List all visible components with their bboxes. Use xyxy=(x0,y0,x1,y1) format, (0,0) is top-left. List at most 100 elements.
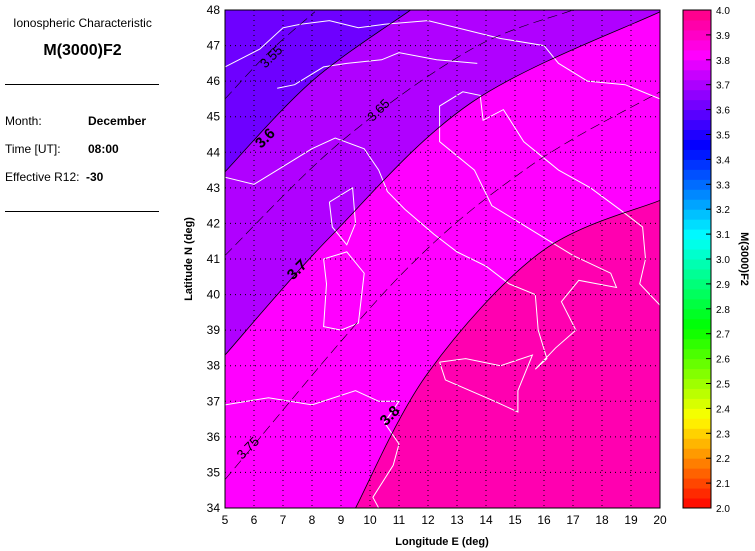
y-tick-label: 43 xyxy=(207,181,221,195)
y-tick-label: 34 xyxy=(207,501,221,515)
colorbar-tick-label: 3.3 xyxy=(716,180,730,191)
colorbar-tick-label: 4.0 xyxy=(716,6,730,17)
colorbar-swatch xyxy=(683,259,711,270)
colorbar-tick-label: 3.1 xyxy=(716,230,730,241)
colorbar-swatch xyxy=(683,408,711,419)
colorbar-tick-label: 3.6 xyxy=(716,106,730,117)
colorbar-swatch xyxy=(683,239,711,250)
colorbar-swatch xyxy=(683,278,711,290)
y-tick-label: 44 xyxy=(207,145,221,159)
colorbar-tick-label: 2.4 xyxy=(716,404,730,415)
colorbar-tick-label: 3.4 xyxy=(716,155,730,166)
colorbar-tick-label: 2.2 xyxy=(716,454,730,465)
x-tick-label: 7 xyxy=(280,513,287,527)
colorbar-swatch xyxy=(683,209,711,220)
colorbar-tick-label: 2.8 xyxy=(716,305,730,316)
colorbar-swatch xyxy=(683,338,711,350)
colorbar-swatch xyxy=(683,19,711,31)
colorbar-swatch xyxy=(683,368,711,380)
x-tick-label: 20 xyxy=(653,513,667,527)
colorbar-tick-label: 2.5 xyxy=(716,380,730,391)
colorbar-swatch xyxy=(683,229,711,240)
y-tick-label: 40 xyxy=(207,288,221,302)
x-axis-label: Longitude E (deg) xyxy=(395,536,489,548)
x-tick-label: 6 xyxy=(251,513,258,527)
r12-value: -30 xyxy=(86,170,104,184)
contour-line xyxy=(225,11,316,100)
coastline xyxy=(225,390,400,508)
colorbar-swatch xyxy=(683,10,711,21)
y-tick-label: 37 xyxy=(207,394,221,408)
colorbar-swatch xyxy=(683,59,711,71)
colorbar-tick-label: 2.6 xyxy=(716,355,730,366)
time-label: Time [UT]: xyxy=(5,142,61,156)
coastline xyxy=(439,354,534,413)
y-tick-label: 38 xyxy=(207,359,221,373)
colorbar-swatch xyxy=(683,139,711,150)
colorbar-tick-label: 3.9 xyxy=(716,31,730,42)
x-tick-label: 14 xyxy=(479,513,493,527)
x-tick-label: 8 xyxy=(309,513,316,527)
colorbar-swatch xyxy=(683,79,711,91)
month-value: December xyxy=(88,114,147,128)
y-tick-label: 45 xyxy=(207,110,221,124)
colorbar-swatch xyxy=(683,298,711,310)
colorbar-swatch xyxy=(683,398,711,409)
colorbar-swatch xyxy=(683,378,711,389)
colorbar-swatch xyxy=(683,428,711,439)
contour-line xyxy=(225,91,660,480)
colorbar-tick-label: 2.3 xyxy=(716,429,730,440)
coastline xyxy=(277,52,478,89)
colorbar-tick-label: 2.9 xyxy=(716,280,730,291)
chart-title: M(3000)F2 xyxy=(43,42,122,59)
colorbar-swatch xyxy=(683,458,711,469)
divider xyxy=(5,211,159,212)
y-tick-label: 46 xyxy=(207,74,221,88)
colorbar-swatch xyxy=(683,498,711,509)
colorbar-swatch xyxy=(683,478,711,489)
colorbar-tick-label: 3.2 xyxy=(716,205,730,216)
x-tick-label: 13 xyxy=(450,513,464,527)
colorbar-swatch xyxy=(683,119,711,131)
colorbar-swatch xyxy=(683,99,711,111)
colorbar-swatch xyxy=(683,468,711,479)
colorbar-swatch xyxy=(683,69,711,81)
time-value: 08:00 xyxy=(88,142,119,156)
contour-line xyxy=(355,199,660,508)
colorbar-tick-label: 2.7 xyxy=(716,330,730,341)
x-tick-label: 12 xyxy=(421,513,435,527)
x-tick-label: 17 xyxy=(566,513,580,527)
colorbar-swatch xyxy=(683,219,711,230)
colorbar-tick-label: 2.1 xyxy=(716,479,730,490)
colorbar-swatch xyxy=(683,109,711,121)
colorbar-swatch xyxy=(683,159,711,170)
colorbar-swatch xyxy=(683,268,711,280)
colorbar-swatch xyxy=(683,388,711,399)
colorbar-swatch xyxy=(683,199,711,210)
r12-label: Effective R12: xyxy=(5,170,80,184)
colorbar-swatch xyxy=(683,129,711,140)
colorbar-swatch xyxy=(683,488,711,499)
colorbar-swatch xyxy=(683,438,711,449)
x-tick-label: 15 xyxy=(508,513,522,527)
contour-line xyxy=(225,10,411,173)
divider xyxy=(5,84,159,85)
colorbar-swatch xyxy=(683,348,711,360)
x-tick-label: 9 xyxy=(338,513,345,527)
band-region xyxy=(355,200,660,508)
x-tick-label: 18 xyxy=(595,513,609,527)
colorbar-label: M(3000)F2 xyxy=(738,232,750,286)
colorbar-tick-label: 3.7 xyxy=(716,81,730,92)
coastline xyxy=(328,187,357,246)
colorbar-swatch xyxy=(683,308,711,320)
colorbar-tick-label: 2.0 xyxy=(716,504,730,515)
contour-line xyxy=(225,11,660,356)
y-tick-label: 36 xyxy=(207,430,221,444)
colorbar-swatch xyxy=(683,149,711,160)
x-tick-label: 11 xyxy=(393,513,406,527)
colorbar-tick-label: 3.0 xyxy=(716,255,730,266)
colorbar-swatch xyxy=(683,249,711,260)
contour-line xyxy=(225,10,574,256)
y-tick-label: 35 xyxy=(207,465,221,479)
x-tick-label: 5 xyxy=(222,513,229,527)
